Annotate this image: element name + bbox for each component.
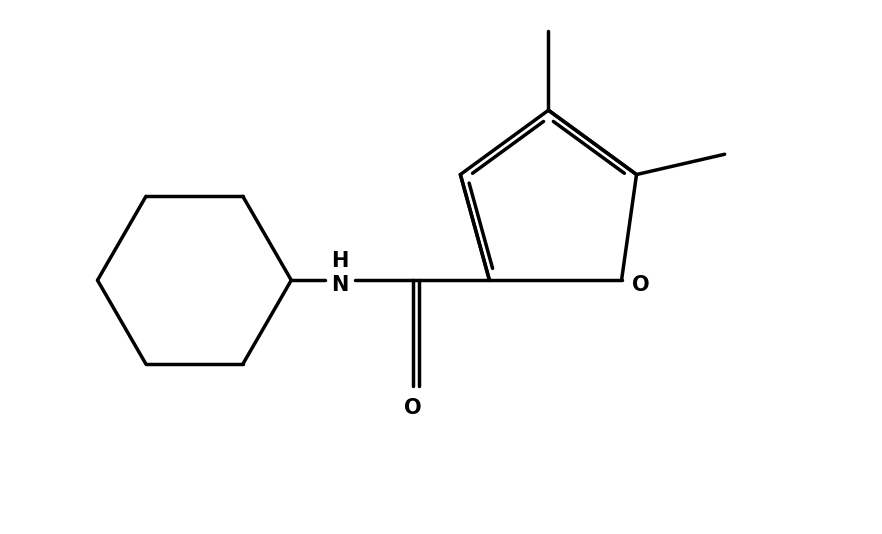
Text: O: O [404,398,422,418]
Text: N: N [331,274,348,295]
Text: H: H [331,251,348,271]
Text: O: O [632,274,650,295]
